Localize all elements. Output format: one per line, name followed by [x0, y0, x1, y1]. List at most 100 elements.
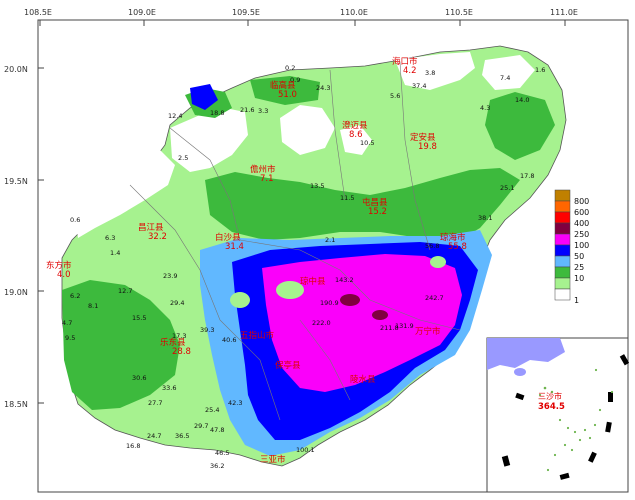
tick-marks	[38, 20, 566, 404]
lon-tick-label: 109.5E	[232, 8, 260, 17]
station-value: 12.4	[168, 112, 182, 120]
zone-inner-green	[230, 256, 446, 308]
city-name: 屯昌县	[362, 197, 388, 208]
city-value: 55.8	[448, 242, 467, 252]
station-value: 16.8	[126, 442, 140, 450]
station-value: 21.6	[240, 106, 254, 114]
city-name: 白沙县	[215, 232, 241, 243]
legend-level: 250	[574, 230, 589, 239]
station-value: 24.7	[147, 432, 161, 440]
station-value: 100.1	[296, 446, 315, 454]
legend-swatch	[554, 255, 571, 268]
station-value: 40.6	[222, 336, 236, 344]
city-labels: 临高县 51.0 海口市 4.2 澄迈县 8.6 定安县 19.8 儋州市 7.…	[46, 56, 467, 465]
station-value: 17.8	[520, 172, 534, 180]
station-value: 30.6	[132, 374, 146, 382]
legend-level: 25	[574, 263, 584, 272]
inset-hainan	[514, 368, 526, 376]
zone-green	[62, 76, 555, 410]
station-value: 11.5	[340, 194, 354, 202]
inset-islands	[538, 368, 614, 472]
city-name: 保亭县	[275, 360, 301, 371]
legend-swatch	[554, 266, 571, 279]
lat-tick-label: 19.0N	[4, 288, 28, 297]
city-value: 8.6	[349, 130, 363, 140]
inset-city-name: 三沙市	[538, 391, 562, 401]
city-name: 琼中县	[300, 276, 326, 287]
station-value: 18.8	[210, 109, 224, 117]
station-value: 38.1	[478, 214, 492, 222]
inset-nine-dash-line	[501, 354, 630, 480]
station-value: 131.9	[395, 322, 414, 330]
legend-level: 600	[574, 208, 589, 217]
city-value: 51.0	[278, 90, 297, 100]
lat-tick-label: 18.5N	[4, 400, 28, 409]
legend-level: 10	[574, 274, 584, 283]
station-value: 222.0	[312, 319, 331, 327]
station-value: 23.9	[163, 272, 177, 280]
station-value: 2.5	[178, 154, 188, 162]
lat-tick-labels: 20.0N 19.5N 19.0N 18.5N	[4, 65, 28, 409]
station-value: 2.1	[325, 236, 335, 244]
legend-swatch	[554, 288, 571, 301]
lat-tick-label: 20.0N	[4, 65, 28, 74]
city-value: 15.2	[368, 207, 387, 217]
city-name: 临高县	[270, 80, 296, 91]
station-value: 29.7	[194, 422, 208, 430]
city-name: 万宁市	[415, 326, 441, 337]
station-value: 1.4	[110, 249, 120, 257]
station-value: 0.9	[290, 76, 300, 84]
lat-tick-label: 19.5N	[4, 177, 28, 186]
legend-swatch	[554, 277, 571, 290]
station-value: 6.2	[70, 292, 80, 300]
city-name: 澄迈县	[342, 120, 368, 131]
station-value: 4.7	[62, 319, 72, 327]
legend-swatch	[554, 222, 571, 235]
station-value: 143.2	[335, 276, 354, 284]
station-value: 13.5	[310, 182, 324, 190]
station-value: 190.9	[320, 299, 339, 307]
city-value: 31.4	[225, 242, 244, 252]
station-value: 14.0	[515, 96, 529, 104]
legend-level: 100	[574, 241, 589, 250]
station-value: 37.4	[412, 82, 426, 90]
legend-swatch	[554, 233, 571, 246]
station-values: 0.2 0.9 1.6 2.5 3.3 4.7 5.6 6.2 8.1 9.5 …	[62, 64, 545, 470]
station-value: 25.1	[500, 184, 514, 192]
lon-tick-label: 108.5E	[24, 8, 52, 17]
station-value: 29.4	[170, 299, 184, 307]
city-name: 东方市	[46, 260, 72, 271]
legend-level: 50	[574, 252, 584, 261]
station-value: 42.3	[228, 399, 242, 407]
county-borders	[129, 61, 461, 421]
city-value: 4.0	[57, 270, 71, 280]
station-value: 15.5	[132, 314, 146, 322]
city-name: 昌江县	[138, 223, 164, 233]
legend-level: 1	[574, 296, 579, 305]
city-name: 琼海市	[440, 232, 466, 243]
station-value: 46.5	[215, 449, 229, 457]
city-value: 7.1	[260, 174, 274, 184]
station-value: 211.8	[380, 324, 399, 332]
station-value: 17.3	[172, 332, 186, 340]
station-value: 25.4	[205, 406, 219, 414]
city-value: 28.8	[172, 347, 191, 357]
city-name: 五指山市	[240, 330, 275, 341]
city-value: 19.8	[418, 142, 437, 152]
lon-tick-label: 111.0E	[550, 8, 578, 17]
station-value: 3.3	[258, 107, 268, 115]
lon-tick-label: 109.0E	[128, 8, 156, 17]
station-value: 10.5	[360, 139, 374, 147]
lon-tick-labels: 108.5E 109.0E 109.5E 110.0E 110.5E 111.0…	[24, 8, 578, 17]
city-name: 乐东县	[160, 337, 186, 348]
station-value: 56.8	[425, 242, 439, 250]
inset-mainland	[487, 338, 565, 370]
station-value: 5.6	[390, 92, 400, 100]
zone-maroon	[340, 294, 388, 320]
legend-level: 400	[574, 219, 589, 228]
legend: 800 600 400 250 100 50 25 10 1	[554, 189, 589, 305]
legend-swatch	[554, 211, 571, 224]
station-value: 12.7	[118, 287, 132, 295]
station-value: 4.3	[480, 104, 490, 112]
